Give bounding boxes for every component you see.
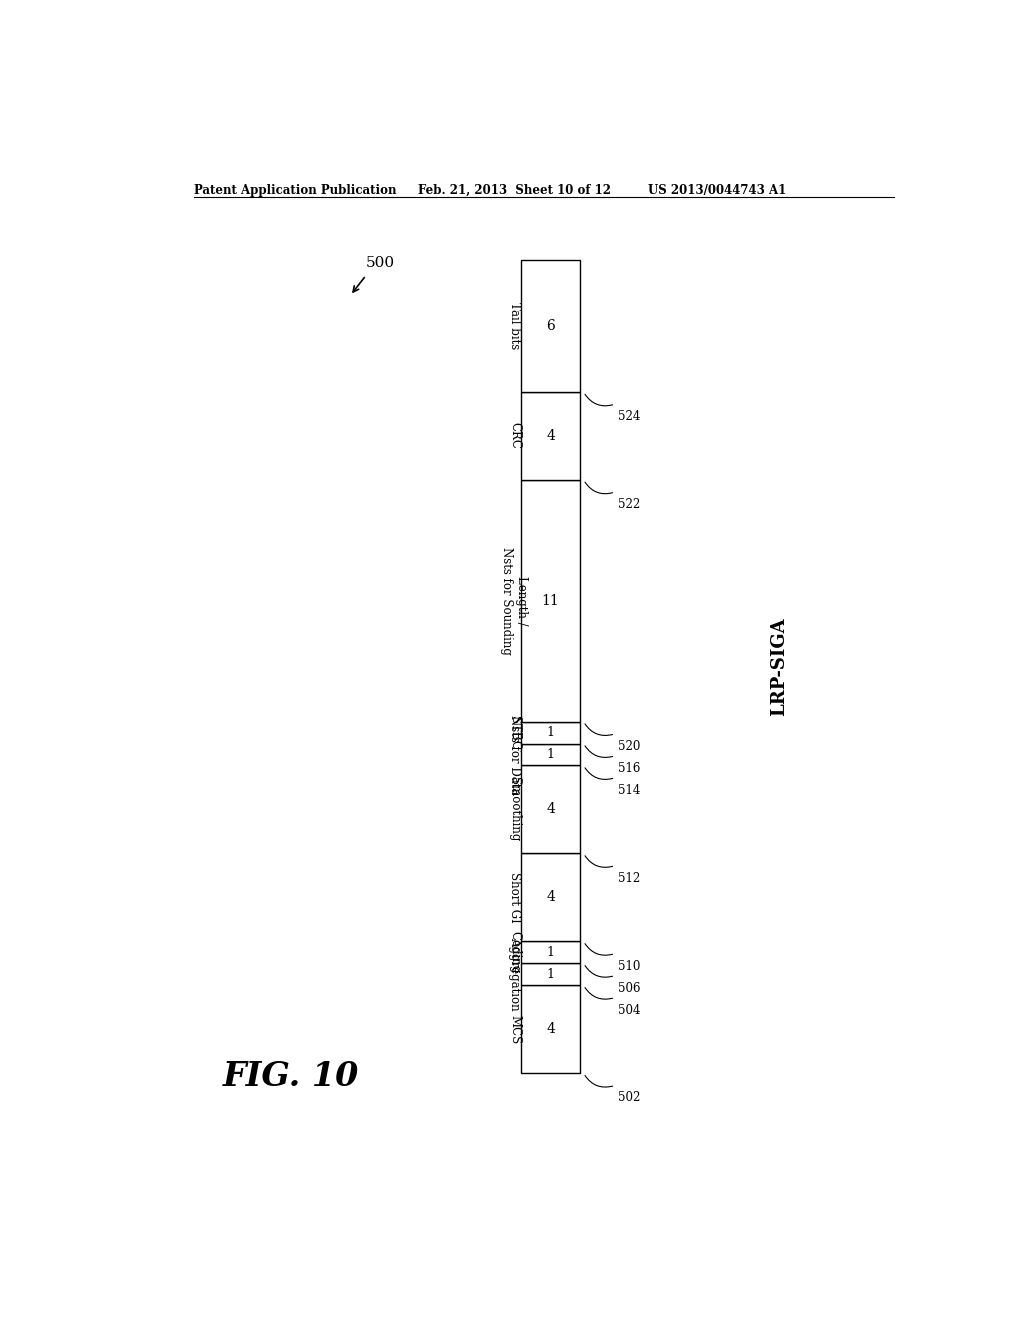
Text: 520: 520: [618, 739, 641, 752]
Text: 1: 1: [547, 726, 555, 739]
Text: Length /
Nsts for Sounding: Length / Nsts for Sounding: [501, 546, 528, 655]
Text: 524: 524: [618, 411, 641, 424]
Text: Smoothing: Smoothing: [508, 777, 521, 842]
Text: Nsts for Data: Nsts for Data: [508, 715, 521, 795]
Text: 4: 4: [546, 803, 555, 817]
Text: 512: 512: [618, 871, 641, 884]
Text: STBC: STBC: [508, 715, 521, 750]
FancyBboxPatch shape: [521, 985, 581, 1073]
Text: MCS: MCS: [508, 1015, 521, 1044]
Text: 1: 1: [547, 968, 555, 981]
Text: Coding: Coding: [508, 931, 521, 973]
Text: Patent Application Publication: Patent Application Publication: [194, 183, 396, 197]
FancyBboxPatch shape: [521, 479, 581, 722]
Text: 4: 4: [546, 429, 555, 442]
Text: Aggregation: Aggregation: [508, 937, 521, 1011]
Text: 522: 522: [618, 498, 641, 511]
FancyBboxPatch shape: [521, 743, 581, 766]
Text: 504: 504: [618, 1003, 641, 1016]
Text: 4: 4: [546, 1022, 555, 1036]
FancyBboxPatch shape: [521, 854, 581, 941]
Text: 4: 4: [546, 891, 555, 904]
FancyBboxPatch shape: [521, 766, 581, 854]
Text: FIG. 10: FIG. 10: [223, 1060, 359, 1093]
Text: 11: 11: [542, 594, 559, 607]
FancyBboxPatch shape: [521, 941, 581, 964]
FancyBboxPatch shape: [521, 260, 581, 392]
Text: CRC: CRC: [508, 422, 521, 449]
Text: Feb. 21, 2013  Sheet 10 of 12: Feb. 21, 2013 Sheet 10 of 12: [418, 183, 610, 197]
Text: 506: 506: [618, 982, 641, 994]
Text: 1: 1: [547, 946, 555, 958]
Text: 516: 516: [618, 762, 641, 775]
Text: Short GI: Short GI: [508, 873, 521, 923]
Text: 6: 6: [546, 319, 555, 333]
FancyBboxPatch shape: [521, 722, 581, 743]
Text: US 2013/0044743 A1: US 2013/0044743 A1: [648, 183, 786, 197]
FancyBboxPatch shape: [521, 964, 581, 985]
Text: 514: 514: [618, 784, 641, 797]
Text: 510: 510: [618, 960, 641, 973]
Text: Tail bits: Tail bits: [508, 302, 521, 350]
Text: LRP-SIGA: LRP-SIGA: [770, 618, 787, 715]
Text: 1: 1: [547, 748, 555, 762]
FancyBboxPatch shape: [521, 392, 581, 479]
Text: 500: 500: [367, 256, 395, 271]
Text: 502: 502: [618, 1092, 641, 1105]
